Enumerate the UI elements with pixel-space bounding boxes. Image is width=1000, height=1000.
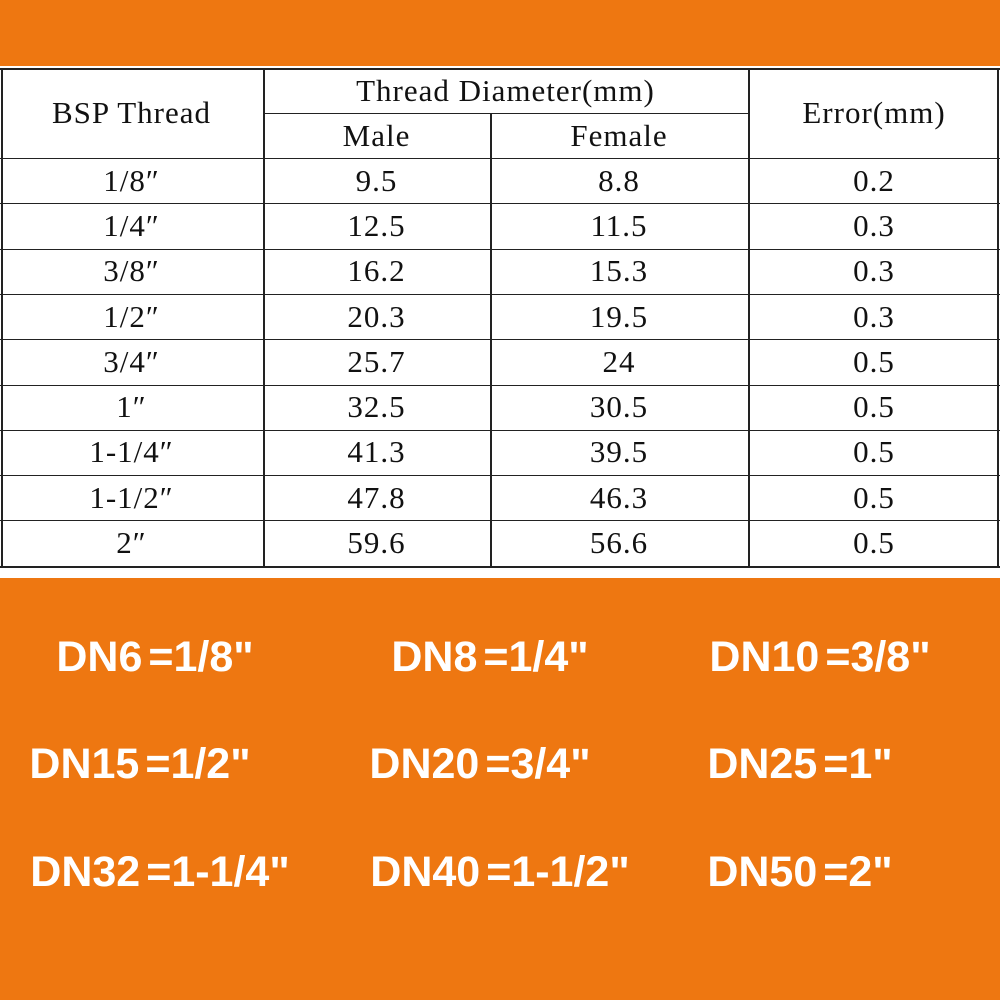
dn-label: DN20 (369, 740, 480, 788)
inch-size: =1-1/4" (146, 848, 290, 896)
dn-label: DN32 (30, 848, 141, 896)
border (263, 113, 748, 114)
border (490, 113, 492, 566)
border (0, 339, 1000, 341)
table-cell: 0.5 (853, 343, 895, 379)
conversion: DN8 =1/4" (325, 633, 655, 682)
table-cell: 46.3 (589, 479, 649, 515)
table-cell: 30.5 (589, 389, 649, 425)
table-cell: 3/8″ (103, 253, 160, 289)
table-cell: 1/8″ (103, 162, 160, 198)
inch-size: =1/2" (145, 740, 251, 788)
table-cell: 20.3 (347, 298, 406, 334)
table-cell: 1″ (116, 389, 147, 425)
border (0, 475, 1000, 477)
conversion: DN6 =1/8" (0, 633, 320, 682)
table-cell: 24 (602, 343, 636, 379)
inch-size: =3/4" (485, 740, 591, 788)
table-cell: 0.5 (853, 525, 895, 561)
table-cell: 16.2 (347, 253, 406, 289)
table-cell: 0.2 (853, 162, 895, 198)
table-cell: 56.6 (589, 525, 649, 561)
dn-label: DN8 (391, 633, 478, 681)
dn-label: DN25 (707, 740, 818, 788)
table-cell: 9.5 (355, 162, 398, 198)
border (0, 384, 1000, 386)
inch-size: =1/4" (483, 633, 589, 681)
table-cell: 41.3 (347, 434, 406, 470)
table-cell: 0.3 (853, 253, 895, 289)
header-cell: Thread Diameter(mm) (356, 72, 655, 108)
inch-size: =1" (823, 740, 893, 788)
conversion: DN20 =3/4" (315, 740, 645, 789)
table-cell: 1/4″ (103, 207, 160, 243)
table-cell: 1-1/2″ (89, 479, 174, 515)
table-cell: 15.3 (589, 253, 649, 289)
conversion: DN10 =3/8" (655, 633, 985, 682)
border (0, 565, 1000, 568)
table-cell: 0.5 (853, 479, 895, 515)
header-cell: Error(mm) (802, 95, 946, 130)
table-cell: 0.5 (853, 389, 895, 425)
table-cell: 0.5 (853, 434, 895, 470)
table-cell: 8.8 (598, 162, 640, 198)
header-cell: BSP Thread (52, 95, 211, 130)
border (748, 68, 750, 566)
border (1, 68, 3, 566)
inch-size: =1/8" (148, 633, 254, 681)
dn-label: DN40 (370, 848, 481, 896)
table-cell: 59.6 (347, 525, 406, 561)
table-cell: 39.5 (589, 434, 649, 470)
table-cell: 0.3 (853, 298, 895, 334)
table-cell: 3/4″ (103, 343, 160, 379)
conversion: DN25 =1" (635, 740, 965, 789)
conversion: DN40 =1-1/2" (335, 848, 665, 897)
dn-label: DN6 (56, 633, 143, 681)
dn-label: DN10 (709, 633, 820, 681)
inch-size: =1-1/2" (486, 848, 630, 896)
border (0, 203, 1000, 205)
table: BSP Thread Thread Diameter(mm) Male Female E… (0, 66, 1000, 578)
border (0, 68, 1000, 70)
table-cell: 11.5 (590, 207, 648, 243)
conversion: DN32 =1-1/4" (0, 848, 325, 897)
table-cell: 1/2″ (103, 298, 160, 334)
border (0, 429, 1000, 431)
header-cell: Male (342, 117, 411, 153)
inch-size: =2" (823, 848, 893, 896)
table-cell: 32.5 (347, 389, 406, 425)
border (997, 68, 999, 566)
table-cell: 19.5 (589, 298, 649, 334)
table-cell: 25.7 (347, 343, 406, 379)
table-cell: 2″ (116, 525, 147, 561)
conversion: DN50 =2" (635, 848, 965, 897)
conversion: DN15 =1/2" (0, 740, 305, 789)
table-cell: 47.8 (347, 479, 406, 515)
border (263, 68, 265, 566)
inch-size: =3/8" (825, 633, 931, 681)
table-cell: 1-1/4″ (89, 434, 174, 470)
border (0, 158, 1000, 159)
dn-label: DN50 (707, 848, 818, 896)
border (0, 520, 1000, 522)
header-cell: Female (570, 117, 668, 153)
border (0, 293, 1000, 295)
table-cell: 12.5 (347, 207, 406, 243)
border (0, 248, 1000, 250)
table-cell: 0.3 (853, 207, 895, 243)
dn-label: DN15 (29, 740, 140, 788)
